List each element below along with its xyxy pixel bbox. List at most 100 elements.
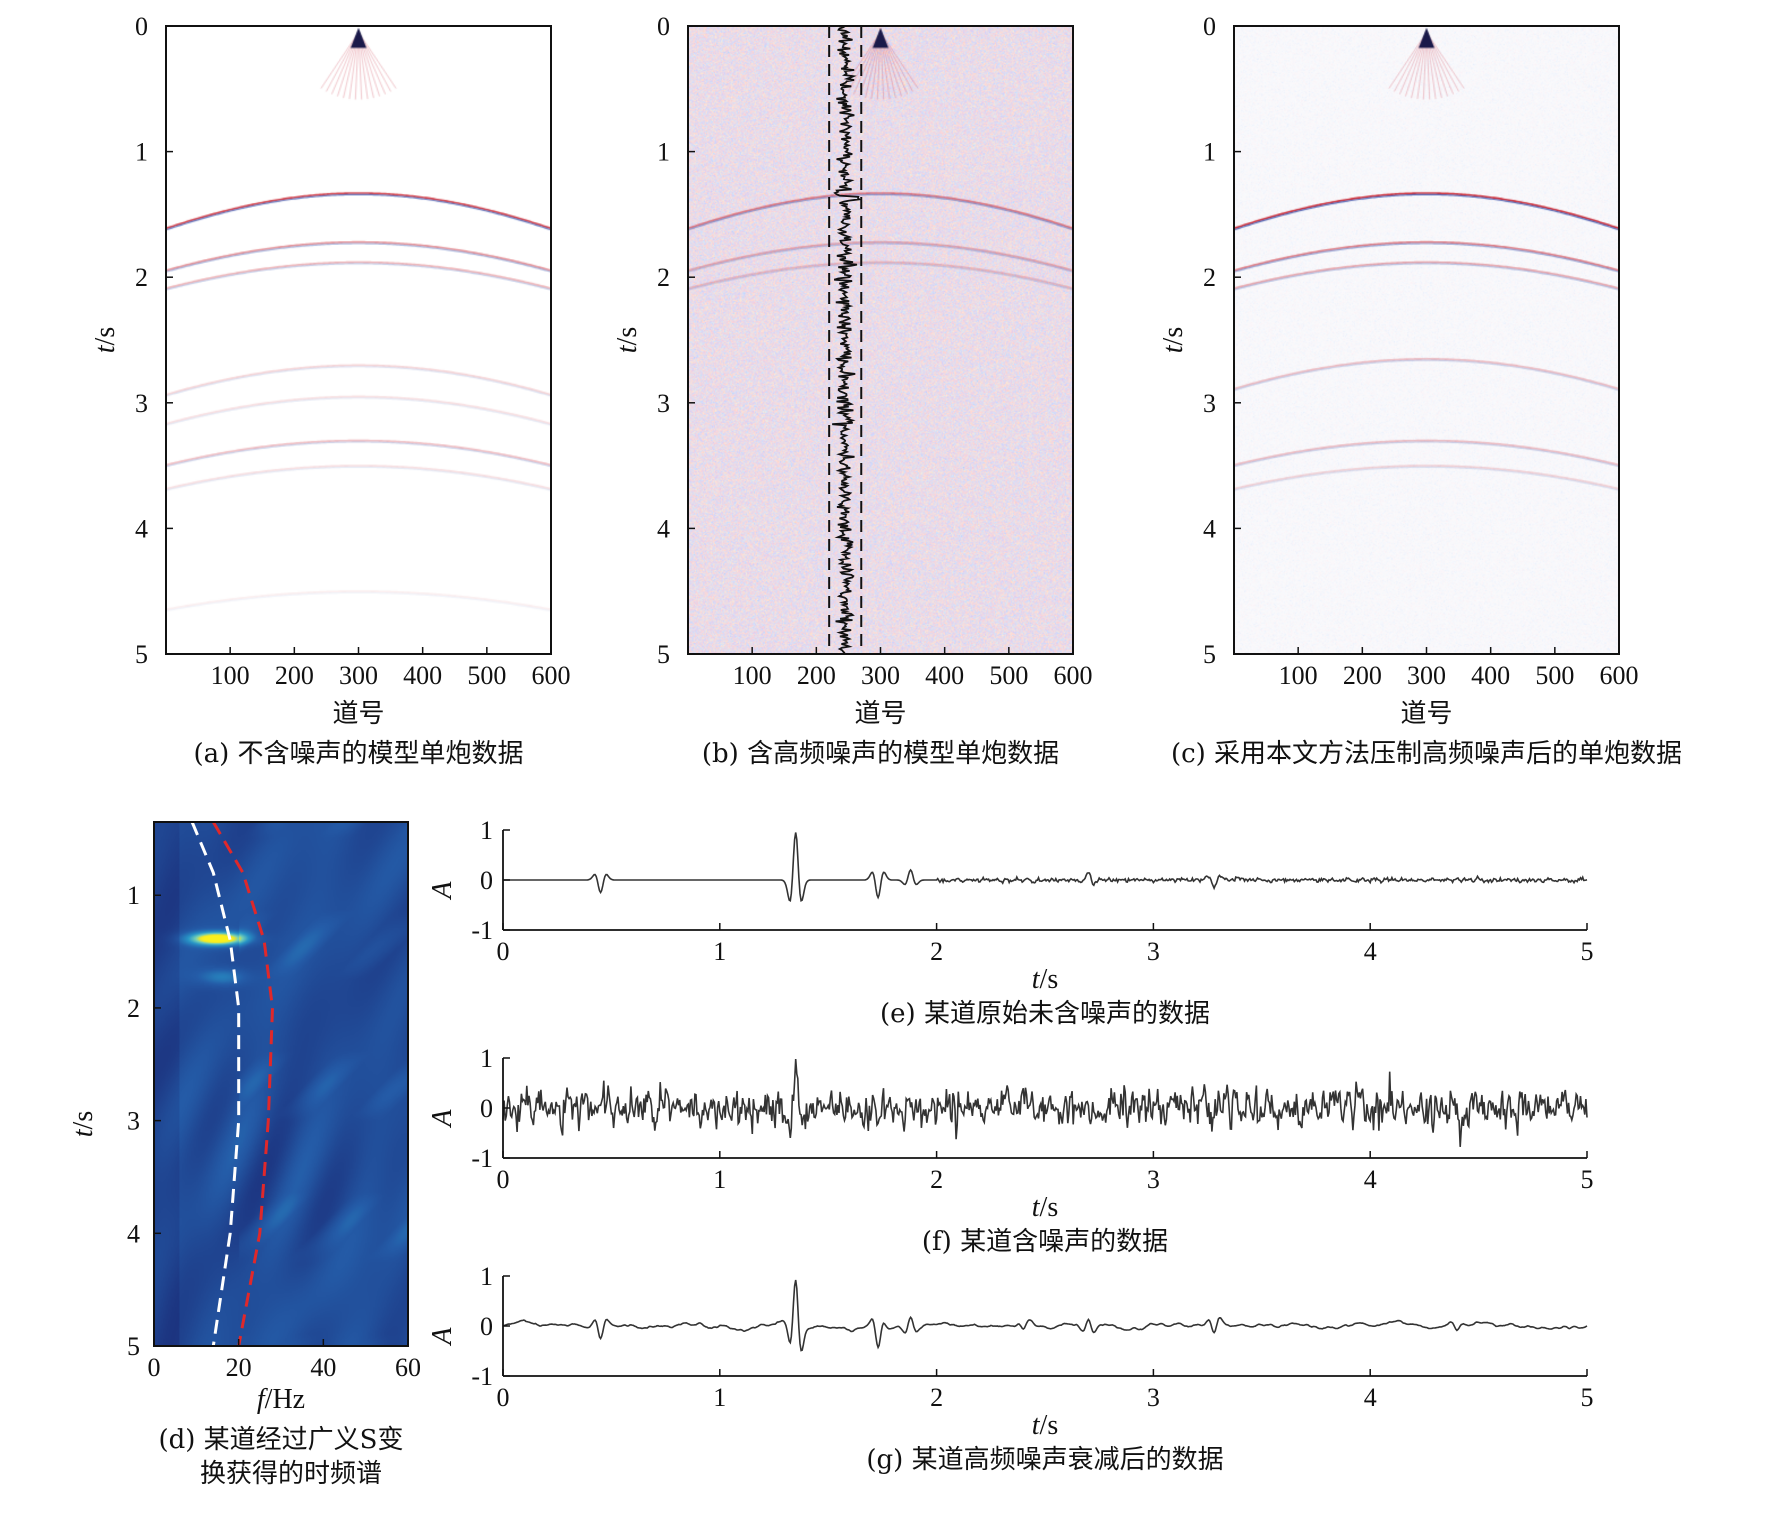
x-tick-label: 600 (1600, 661, 1639, 690)
x-tick-label: 100 (211, 661, 250, 690)
x-tick-label: 1 (713, 937, 726, 966)
y-tick-label: 0 (135, 12, 148, 41)
y-tick-label: -1 (471, 1144, 493, 1173)
x-tick-label: 20 (226, 1353, 252, 1382)
panel-caption: (g) 某道高频噪声衰减后的数据 (866, 1445, 1223, 1475)
x-tick-label: 300 (339, 661, 378, 690)
x-axis-label: f/Hz (257, 1384, 305, 1415)
trace-line (502, 1058, 1588, 1147)
y-tick-label: 4 (657, 514, 670, 543)
x-tick-label: 300 (861, 661, 900, 690)
seismic-image (688, 26, 1073, 654)
panel-caption-line2: 换获得的时频谱 (200, 1459, 382, 1489)
x-axis-label-symbol: t (1032, 964, 1041, 995)
x-tick-label: 100 (1279, 661, 1318, 690)
x-tick-label: 100 (733, 661, 772, 690)
x-tick-label: 0 (497, 937, 510, 966)
x-tick-label: 600 (532, 661, 571, 690)
y-axis-label: t/s (612, 327, 643, 353)
y-axis-label: A (427, 1109, 458, 1129)
y-tick-label: 1 (480, 1262, 493, 1291)
x-tick-label: 4 (1364, 1383, 1377, 1412)
x-tick-label: 3 (1147, 937, 1160, 966)
y-tick-label: 4 (135, 514, 148, 543)
y-axis-label: t/s (1158, 327, 1189, 353)
x-axis-label: t/s (1032, 1192, 1058, 1223)
x-tick-label: 1 (713, 1383, 726, 1412)
x-tick-label: 200 (797, 661, 836, 690)
panel-a-seismic-clean: 100 200 300 400 500 600 0 1 2 3 4 5 道号 t/s (a) 不含噪声的模型… (90, 12, 571, 769)
x-tick-label: 300 (1407, 661, 1446, 690)
spectrum-image (154, 822, 408, 1346)
y-axis-label: t/s (90, 327, 121, 353)
x-axis-label: t/s (1032, 1410, 1058, 1441)
x-axis-label: 道号 (1400, 699, 1452, 729)
y-tick-label: 2 (135, 263, 148, 292)
y-tick-label: 4 (1203, 514, 1216, 543)
x-axis-label: 道号 (854, 699, 906, 729)
x-tick-label: 60 (395, 1353, 421, 1382)
x-axis-label: t/s (1032, 964, 1058, 995)
y-tick-label: 1 (1203, 138, 1216, 167)
x-tick-label: 3 (1147, 1383, 1160, 1412)
y-tick-label: 2 (127, 994, 140, 1023)
y-tick-label: 1 (127, 881, 140, 910)
y-axis-label: A (427, 1327, 458, 1347)
panel-caption: (c) 采用本文方法压制高频噪声后的单炮数据 (1171, 739, 1682, 769)
trace-line (503, 832, 1588, 902)
x-tick-label: 4 (1364, 1165, 1377, 1194)
y-axis-label: t/s (68, 1111, 99, 1137)
red-dashed-curve (212, 821, 274, 1347)
y-axis-label-symbol: A (427, 881, 458, 901)
y-tick-label: 0 (480, 1094, 493, 1123)
y-tick-label: 2 (1203, 263, 1216, 292)
panel-caption: (f) 某道含噪声的数据 (922, 1227, 1168, 1257)
panel-g-trace-denoised: 0 1 2 3 4 510-1At/s(g) 某道高频噪声衰减后的数据 (427, 1262, 1594, 1475)
y-tick-label: 3 (1203, 389, 1216, 418)
y-tick-label: 0 (480, 866, 493, 895)
y-tick-label: 3 (135, 389, 148, 418)
x-tick-label: 400 (403, 661, 442, 690)
seismic-image (1234, 26, 1619, 654)
x-tick-label: 600 (1054, 661, 1093, 690)
x-axis-label-unit: /Hz (265, 1384, 305, 1415)
panel-caption: (e) 某道原始未含噪声的数据 (880, 999, 1210, 1029)
trace-line (502, 1279, 1588, 1352)
y-axis-label-symbol: A (427, 1109, 458, 1129)
y-tick-label: 5 (127, 1332, 140, 1361)
y-axis-label-unit: /s (612, 327, 643, 346)
y-tick-label: 1 (480, 816, 493, 845)
x-tick-label: 200 (1343, 661, 1382, 690)
y-axis-label-unit: /s (90, 327, 121, 346)
y-axis-label: A (427, 881, 458, 901)
y-axis-label-symbol: t (68, 1128, 99, 1137)
x-tick-label: 3 (1147, 1165, 1160, 1194)
x-tick-label: 0 (497, 1165, 510, 1194)
x-tick-label: 40 (310, 1353, 336, 1382)
x-tick-label: 0 (148, 1353, 161, 1382)
y-tick-label: -1 (471, 916, 493, 945)
x-axis-label-symbol: f (257, 1384, 268, 1415)
y-axis-label-symbol: t (612, 344, 643, 353)
y-tick-label: 4 (127, 1219, 140, 1248)
y-tick-label: 1 (657, 138, 670, 167)
x-tick-label: 2 (930, 1165, 943, 1194)
panel-e-trace-clean: 0 1 2 3 4 510-1At/s(e) 某道原始未含噪声的数据 (427, 816, 1594, 1029)
panel-caption: (b) 含高频噪声的模型单炮数据 (702, 739, 1059, 769)
plot-frame (153, 821, 409, 1347)
y-axis-label-symbol: t (1158, 344, 1189, 353)
panel-caption: (a) 不含噪声的模型单炮数据 (193, 739, 523, 769)
x-tick-label: 500 (1535, 661, 1574, 690)
x-tick-label: 400 (925, 661, 964, 690)
x-tick-label: 500 (467, 661, 506, 690)
y-tick-label: 1 (135, 138, 148, 167)
y-tick-label: 1 (480, 1044, 493, 1073)
y-tick-label: 2 (657, 263, 670, 292)
seismic-image (166, 26, 551, 654)
x-tick-label: 5 (1581, 937, 1594, 966)
x-tick-label: 5 (1581, 1165, 1594, 1194)
y-axis-label-unit: /s (1158, 327, 1189, 346)
x-tick-label: 5 (1581, 1383, 1594, 1412)
